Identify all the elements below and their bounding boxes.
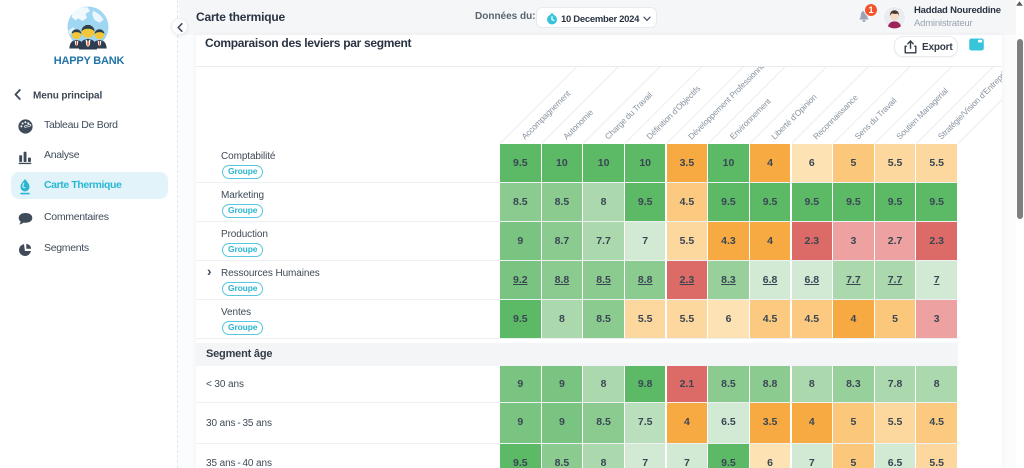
svg-text:Environnement: Environnement xyxy=(728,96,774,142)
svg-text:Développement Professionnel: Développement Professionnel xyxy=(686,67,769,141)
svg-text:Sens du Travail: Sens du Travail xyxy=(852,95,898,141)
svg-text:Stratégie/Vision d'Entreprise: Stratégie/Vision d'Entreprise xyxy=(936,67,1002,141)
